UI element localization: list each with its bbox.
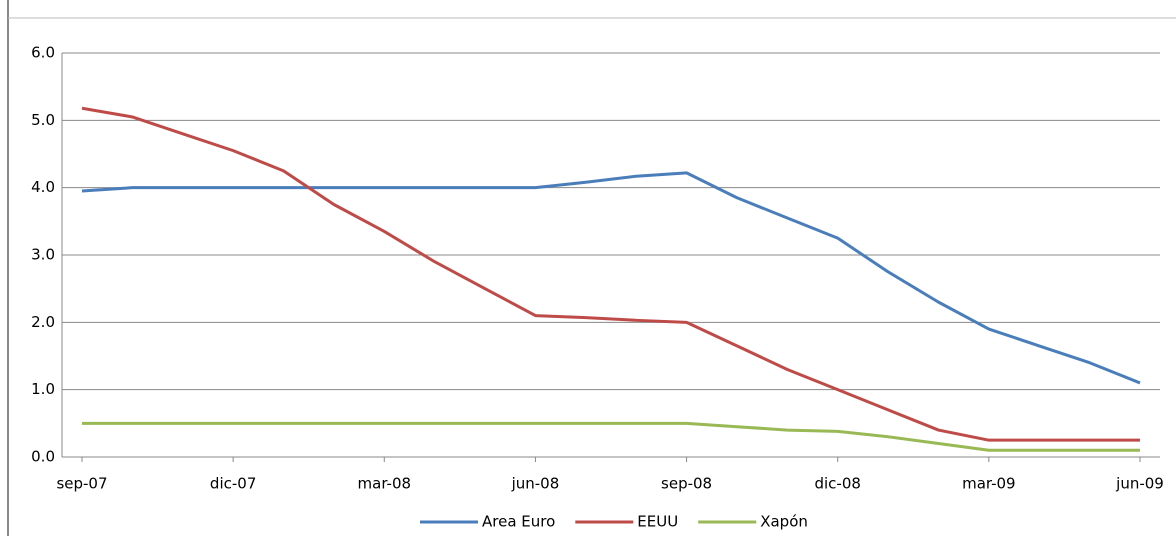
y-tick-label: 5.0: [31, 111, 55, 129]
legend-label: Xapón: [760, 513, 808, 531]
x-tick-label: sep-08: [661, 475, 712, 493]
x-tick-label: mar-09: [962, 475, 1016, 493]
x-tick-label: dic-08: [814, 475, 860, 493]
x-tick-label: mar-08: [358, 475, 412, 493]
x-tick-label: sep-07: [56, 475, 107, 493]
series-line: [82, 421, 1140, 452]
y-tick-label: 4.0: [31, 178, 55, 196]
y-tick-label: 6.0: [31, 44, 55, 62]
x-tick-label: jun-08: [511, 475, 560, 493]
x-tick-label: jun-09: [1115, 475, 1164, 493]
y-tick-label: 2.0: [31, 313, 55, 331]
x-tick-label: dic-07: [210, 475, 256, 493]
series-line: [81, 106, 1140, 442]
legend-label: EEUU: [637, 513, 678, 531]
y-tick-label: 3.0: [31, 246, 55, 264]
legend-label: Area Euro: [482, 513, 555, 531]
y-tick-label: 1.0: [31, 380, 55, 398]
series-line: [81, 171, 1141, 385]
y-tick-label: 0.0: [31, 448, 55, 466]
